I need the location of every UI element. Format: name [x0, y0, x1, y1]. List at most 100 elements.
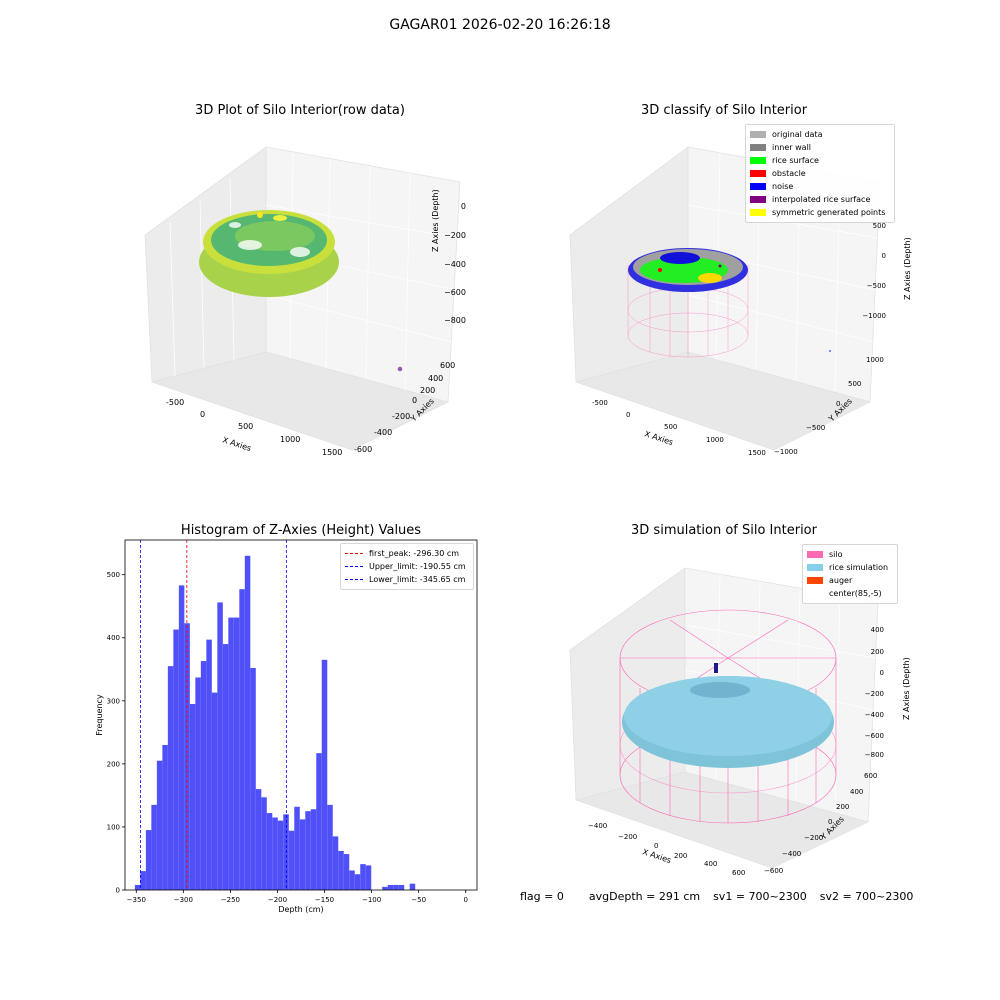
histogram-bar [305, 811, 311, 890]
histogram-ytick-label: 500 [107, 571, 120, 579]
raw-ytick: -600 [354, 445, 372, 454]
histogram-ytick-label: 0 [116, 887, 120, 895]
classify-plot-title: 3D classify of Silo Interior [640, 103, 808, 118]
status-sv1: sv1 = 700~2300 [713, 890, 807, 903]
simulation-plot-title: 3D simulation of Silo Interior [631, 523, 817, 538]
histogram-ylabel: Frequency [95, 694, 104, 736]
simulation-legend-swatch [807, 564, 823, 571]
classify-legend-label: inner wall [772, 143, 812, 152]
raw-ztick: −400 [444, 260, 466, 269]
classify-zlabel: Z Axies (Depth) [903, 237, 912, 300]
histogram-xtick-label: −150 [315, 896, 334, 904]
status-flag: flag = 0 [520, 890, 564, 903]
histogram-bar [200, 661, 207, 890]
histogram-bar [338, 850, 344, 890]
raw-ztick: 0 [461, 202, 466, 211]
raw-ytick: 400 [428, 374, 443, 383]
simulation-ztick: 200 [871, 648, 884, 656]
raw-3d-axes [144, 146, 461, 451]
status-sv2: sv2 = 700~2300 [819, 890, 914, 903]
histogram-bar [310, 809, 317, 890]
histogram-title: Histogram of Z-Axies (Height) Values [180, 523, 422, 538]
histogram-bar [140, 871, 146, 890]
histogram-legend-line [345, 566, 363, 567]
classify-legend-label: rice surface [772, 156, 819, 165]
histogram-bar [382, 886, 388, 890]
histogram-bar [354, 874, 361, 890]
classify-legend-swatch [750, 131, 766, 138]
raw-xtick: 1000 [280, 435, 300, 444]
simulation-ytick: 600 [864, 772, 877, 780]
histogram-ytick-label: 100 [107, 823, 120, 831]
histogram-bar [228, 617, 234, 890]
histogram-bar [156, 760, 163, 890]
simulation-legend-swatch [807, 577, 823, 584]
simulation-ytick: 200 [836, 803, 849, 811]
histogram-bar [272, 817, 278, 890]
classify-legend-label: symmetric generated points [772, 208, 886, 217]
classify-legend-swatch [750, 183, 766, 190]
simulation-ztick: −200 [865, 690, 884, 698]
histogram-legend-line [345, 579, 363, 580]
simulation-legend-item: rice simulation [807, 561, 893, 574]
simulation-ztick: −400 [865, 711, 884, 719]
classify-legend-item: obstacle [750, 167, 890, 180]
histogram-bar [206, 639, 212, 890]
histogram-bar [162, 744, 168, 890]
classify-xtick: -500 [592, 399, 608, 407]
simulation-rice-surface [622, 676, 834, 768]
classify-legend-label: noise [772, 182, 794, 191]
histogram-chart: −350 −300 −250 −200 −150 −100 −50 0 0 100 200 300 40… [95, 539, 478, 914]
histogram-bar [332, 836, 339, 890]
raw-point-cloud [199, 210, 403, 372]
classify-legend-swatch [750, 196, 766, 203]
histogram-bar [349, 870, 355, 890]
status-line: flag = 0 avgDepth = 291 cm sv1 = 700~230… [520, 890, 913, 903]
simulation-legend: silo rice simulation auger center(85,-5) [802, 544, 898, 604]
histogram-bar [244, 555, 251, 890]
raw-xtick: 1500 [322, 448, 342, 457]
histogram-ytick-label: 200 [107, 760, 120, 768]
simulation-xtick: 0 [654, 842, 658, 850]
histogram-bar [299, 819, 306, 890]
histogram-bar [387, 884, 394, 890]
status-avg-depth: avgDepth = 291 cm [588, 890, 701, 903]
simulation-ytick: −400 [782, 850, 801, 858]
classify-legend-label: interpolated rice surface [772, 195, 871, 204]
classify-legend-swatch [750, 157, 766, 164]
simulation-auger [714, 663, 718, 673]
histogram-frame [124, 539, 478, 891]
histogram-ytick-label: 400 [107, 634, 120, 642]
histogram-bar [145, 830, 152, 890]
classify-legend-swatch [750, 209, 766, 216]
classify-xtick: 0 [626, 411, 630, 419]
histogram-legend-label: first_peak: -296.30 cm [369, 549, 460, 558]
simulation-ytick: −600 [764, 867, 783, 875]
simulation-xtick: 400 [704, 860, 717, 868]
classify-point-cloud [627, 248, 831, 358]
histogram-legend-line [345, 553, 363, 554]
raw-xtick: 500 [238, 422, 253, 431]
histogram-legend-item: Lower_limit: -345.65 cm [345, 573, 469, 586]
histogram-xtick-label: −350 [127, 896, 146, 904]
histogram-bar [151, 804, 157, 890]
simulation-ytick: 0 [828, 818, 832, 826]
histogram-bar [217, 602, 223, 890]
classify-ytick: 500 [848, 380, 861, 388]
classify-ytick: −500 [806, 424, 825, 432]
simulation-ytick: 400 [850, 788, 863, 796]
simulation-legend-swatch [807, 551, 823, 558]
raw-ytick: 600 [440, 361, 455, 370]
raw-ztick: −600 [444, 288, 466, 297]
histogram-xlabel: Depth (cm) [278, 905, 323, 914]
histogram-bar [261, 797, 267, 890]
raw-ztick: −200 [444, 231, 466, 240]
classify-ztick: 500 [873, 222, 886, 230]
simulation-xtick: 200 [674, 852, 687, 860]
raw-ytick: -200 [392, 412, 410, 421]
classify-legend-item: symmetric generated points [750, 206, 890, 219]
classify-legend-item: noise [750, 180, 890, 193]
histogram-xtick-label: −250 [221, 896, 240, 904]
